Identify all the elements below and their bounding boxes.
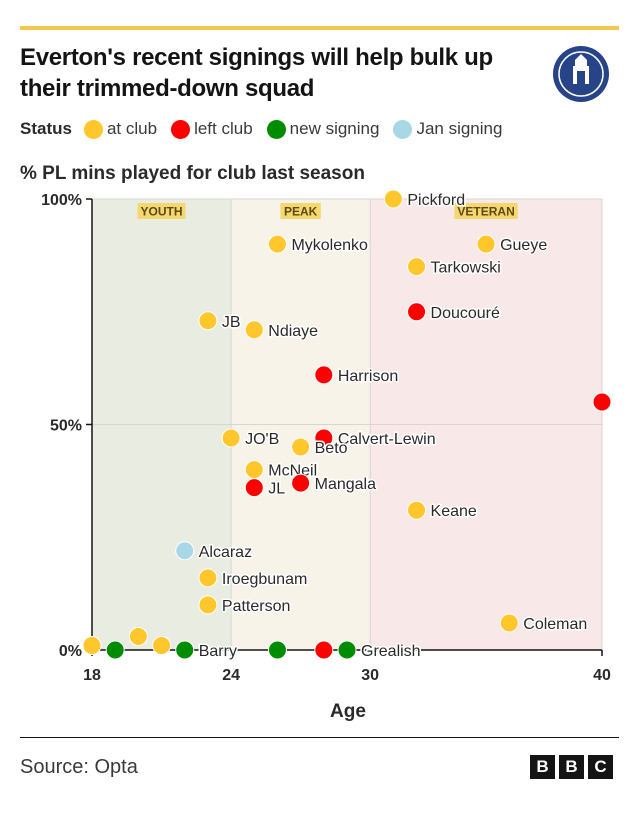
point-label-coleman: Coleman	[523, 616, 587, 633]
x-tick-label: 24	[222, 667, 240, 684]
bbc-logo-letter: B	[530, 755, 555, 779]
point-label-pickford: Pickford	[407, 192, 465, 209]
legend-item-at-club: at club	[83, 119, 158, 139]
data-point-coleman	[499, 613, 519, 633]
legend-label-left-club: left club	[194, 119, 253, 138]
bbc-logo: B B C	[530, 755, 613, 779]
data-point-beto	[291, 437, 311, 457]
x-tick-label: 40	[593, 667, 611, 684]
data-point	[152, 635, 172, 655]
legend-label-jan-signing: Jan signing	[416, 119, 503, 138]
data-point-gueye	[476, 234, 496, 254]
bbc-logo-letter: B	[559, 755, 584, 779]
data-point-mykolenko	[267, 234, 287, 254]
source-note: Source: Opta	[20, 756, 138, 778]
y-tick-label: 100%	[41, 192, 82, 209]
legend-swatch-at-club	[83, 119, 103, 139]
data-point	[82, 635, 102, 655]
legend-item-jan-signing: Jan signing	[393, 119, 502, 139]
y-axis-title: % PL mins played for club last season	[20, 163, 365, 184]
point-label-gueye: Gueye	[500, 237, 547, 254]
data-point-alcaraz	[175, 541, 195, 561]
data-point-tarkowski	[407, 257, 427, 277]
footer-divider	[20, 737, 619, 738]
point-label-iroegbunam: Iroegbunam	[222, 571, 307, 588]
band-label-bg-youth	[137, 203, 186, 219]
legend-item-left-club: left club	[171, 119, 253, 139]
data-point-ndiaye	[244, 320, 264, 340]
data-point	[128, 626, 148, 646]
point-label-jo-b: JO'B	[245, 431, 279, 448]
point-label-mcneil: McNeil	[268, 463, 317, 480]
legend-label-new-signing: new signing	[289, 119, 380, 138]
data-point	[105, 640, 125, 660]
data-point-patterson	[198, 595, 218, 615]
legend-swatch-jan-signing	[393, 119, 413, 139]
legend-lead: Status	[20, 119, 72, 138]
data-point-jo-b	[221, 428, 241, 448]
point-label-ndiaye: Ndiaye	[268, 323, 318, 340]
point-label-tarkowski: Tarkowski	[431, 260, 501, 277]
point-label-jb: JB	[222, 314, 241, 331]
data-point-doucoure	[407, 302, 427, 322]
data-point	[314, 640, 334, 660]
legend-label-at-club: at club	[106, 119, 158, 138]
point-label-barry: Barry	[199, 643, 237, 660]
y-tick-label: 50%	[50, 418, 82, 435]
data-point-jb	[198, 311, 218, 331]
data-point-grealish	[337, 640, 357, 660]
data-point-jl	[244, 478, 264, 498]
band-label-youth: YOUTH	[141, 205, 183, 219]
data-point-harrison	[314, 365, 334, 385]
data-point-calvert-lewin	[314, 428, 334, 448]
point-label-alcaraz: Alcaraz	[199, 544, 252, 561]
data-point-mangala	[291, 473, 311, 493]
x-axis-title: Age	[330, 701, 366, 722]
band-label-veteran: VETERAN	[457, 205, 514, 219]
bbc-logo-letter: C	[588, 755, 613, 779]
point-label-doucoure: Doucouré	[431, 305, 500, 322]
legend-swatch-new-signing	[266, 119, 286, 139]
point-label-mykolenko: Mykolenko	[291, 237, 368, 254]
point-label-calvert-lewin: Calvert-Lewin	[338, 431, 436, 448]
legend-swatch-left-club	[171, 119, 191, 139]
band-label-peak: PEAK	[284, 205, 318, 219]
data-point	[267, 640, 287, 660]
data-point	[592, 392, 612, 412]
point-label-harrison: Harrison	[338, 368, 398, 385]
data-point-iroegbunam	[198, 568, 218, 588]
x-tick-label: 18	[83, 667, 101, 684]
point-label-keane: Keane	[431, 503, 477, 520]
point-label-jl: JL	[268, 481, 285, 498]
data-point-mcneil	[244, 460, 264, 480]
data-point-pickford	[383, 189, 403, 209]
band-label-bg-peak	[280, 203, 321, 219]
page-title: Everton's recent signings will help bulk…	[20, 44, 493, 102]
point-label-mangala: Mangala	[315, 476, 376, 493]
point-label-grealish: Grealish	[361, 643, 421, 660]
legend-item-new-signing: new signing	[266, 119, 380, 139]
scatter-chart: YOUTH PEAK VETERAN 0% 50% 100% 18 24 30 40 Age Pick…	[41, 189, 612, 722]
band-label-bg-veteran	[454, 203, 518, 219]
point-label-patterson: Patterson	[222, 598, 290, 615]
everton-crest-icon	[553, 46, 609, 102]
top-accent-bar	[20, 26, 619, 30]
point-label-beto: Beto	[315, 440, 348, 457]
x-tick-label: 30	[361, 667, 379, 684]
status-legend: Status at club left club new signing Jan…	[20, 117, 516, 141]
y-tick-label: 0%	[59, 643, 82, 660]
data-point-barry	[175, 640, 195, 660]
data-point-keane	[407, 500, 427, 520]
